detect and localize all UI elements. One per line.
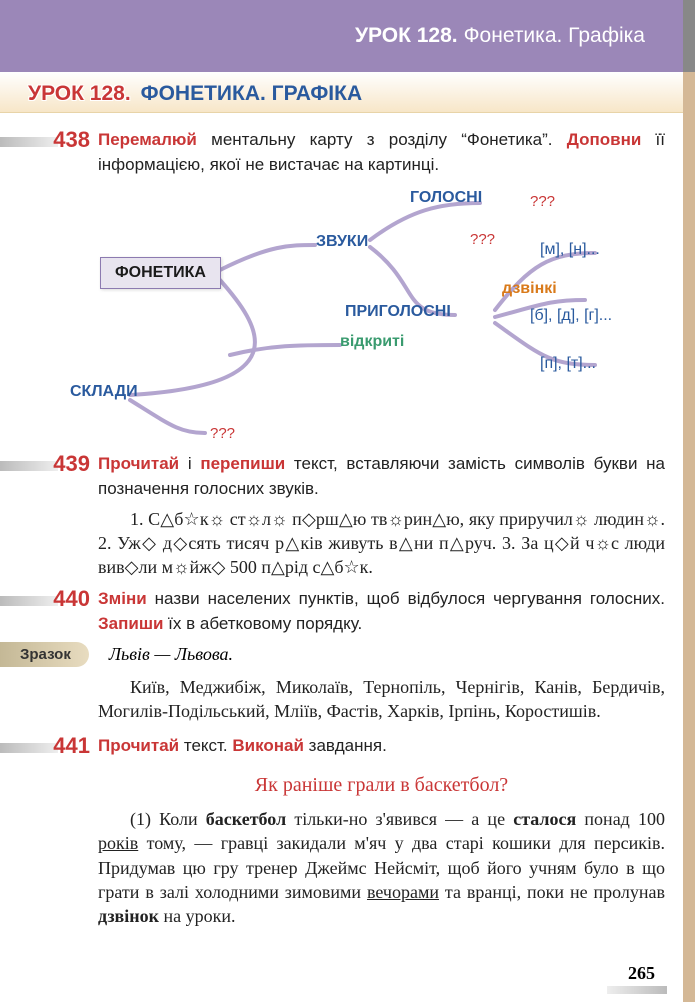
story-title: Як раніше грали в баскетбол? xyxy=(98,772,665,799)
mind-map: ФОНЕТИКА ЗВУКИ СКЛАДИ ГОЛОСНІ ПРИГОЛОСНІ… xyxy=(40,185,665,445)
lesson-title: УРОК 128. ФОНЕТИКА. ГРАФІКА xyxy=(0,72,695,113)
exercise-number: 438 xyxy=(53,127,90,153)
q2: ??? xyxy=(470,231,495,248)
gutter: 440 xyxy=(0,586,98,636)
gutter: 441 xyxy=(0,733,98,928)
content: 438 Перемалюй ментальну карту з розділу … xyxy=(0,113,695,929)
leaf-pt: [п], [т]... xyxy=(540,355,596,373)
t: завдання. xyxy=(304,736,387,755)
node-vidkryti: відкриті xyxy=(340,333,404,351)
ex439-text: 1. С△б☆к☼ ст☼л☼ п◇рш△ю тв☼рин△ю, яку при… xyxy=(98,507,665,580)
exercise-body: Прочитай текст. Виконай завдання. Як ран… xyxy=(98,733,665,928)
bold: сталося xyxy=(513,809,576,829)
t: назви населених пунктів, щоб відбулося ч… xyxy=(147,589,665,608)
t: їх в абетковому порядку. xyxy=(163,614,362,633)
lesson-title-blue: ФОНЕТИКА. ГРАФІКА xyxy=(141,82,362,106)
kw: Прочитай xyxy=(98,736,179,755)
t: текст. xyxy=(179,736,232,755)
exercise-body: Прочитай і перепиши текст, вставляючи за… xyxy=(98,451,665,580)
exercise-number: 439 xyxy=(53,451,90,477)
ul: вечорами xyxy=(367,882,439,902)
t: тільки-но з'явився — а це xyxy=(286,809,513,829)
sample-label: Зразок xyxy=(0,642,89,667)
exercise-440: 440 Зміни назви населених пунктів, щоб в… xyxy=(0,586,665,636)
page-bar xyxy=(607,986,667,994)
kw: Прочитай xyxy=(98,454,179,473)
gutter-bar xyxy=(0,596,58,606)
gutter-bar xyxy=(0,743,58,753)
exercise-number: 441 xyxy=(53,733,90,759)
exercise-number: 440 xyxy=(53,586,90,612)
bold: баскетбол xyxy=(206,809,286,829)
gutter: 438 xyxy=(0,127,98,177)
ul: років xyxy=(98,833,138,853)
node-golosni: ГОЛОСНІ xyxy=(410,189,482,207)
lesson-title-red: УРОК 128. xyxy=(28,82,131,106)
page-number: 265 xyxy=(628,963,655,984)
leaf-mn: [м], [н]... xyxy=(540,241,600,259)
node-dzvinki: дзвінкі xyxy=(502,280,557,298)
header-strong: УРОК 128. xyxy=(355,24,458,48)
t: та вранці, поки не пролунав xyxy=(439,882,665,902)
kw: Доповни xyxy=(567,130,642,149)
t: понад 100 xyxy=(576,809,665,829)
t: на уроки. xyxy=(159,906,236,926)
sample-row: Зразок Львів — Львова. xyxy=(0,642,665,667)
exercise-body: Зміни назви населених пунктів, щоб відбу… xyxy=(98,586,665,636)
gutter-bar xyxy=(0,137,58,147)
side-tan-bar xyxy=(683,72,695,1002)
story-p1: (1) Коли баскетбол тільки-но з'явився — … xyxy=(98,807,665,928)
kw: Перемалюй xyxy=(98,130,197,149)
ex440-cities: Київ, Меджибіж, Миколаїв, Тернопіль, Чер… xyxy=(98,675,665,724)
exercise-body: Перемалюй ментальну карту з розділу “Фон… xyxy=(98,127,665,177)
exercise-438: 438 Перемалюй ментальну карту з розділу … xyxy=(0,127,665,177)
kw: перепиши xyxy=(200,454,285,473)
kw: Виконай xyxy=(232,736,304,755)
gutter-bar xyxy=(0,461,58,471)
bold: дзвінок xyxy=(98,906,159,926)
exercise-439: 439 Прочитай і перепиши текст, вставляюч… xyxy=(0,451,665,580)
leaf-bdg: [б], [д], [г]... xyxy=(530,307,612,325)
node-zvuky: ЗВУКИ xyxy=(316,233,368,251)
q3: ??? xyxy=(210,425,235,442)
t: (1) Коли xyxy=(130,809,206,829)
exercise-441: 441 Прочитай текст. Виконай завдання. Як… xyxy=(0,733,665,928)
sample-text: Львів — Львова. xyxy=(109,644,233,665)
header-light: Фонетика. Графіка xyxy=(464,24,645,48)
gutter: 439 xyxy=(0,451,98,580)
kw: Запиши xyxy=(98,614,163,633)
kw: Зміни xyxy=(98,589,147,608)
q1: ??? xyxy=(530,193,555,210)
page-header: УРОК 128. Фонетика. Графіка xyxy=(0,0,695,72)
node-sklady: СКЛАДИ xyxy=(70,383,138,401)
t: і xyxy=(179,454,200,473)
side-grey-bar xyxy=(683,0,695,72)
node-prygol: ПРИГОЛОСНІ xyxy=(345,303,451,321)
t: ментальну карту з розділу “Фонетика”. xyxy=(197,130,567,149)
node-root: ФОНЕТИКА xyxy=(100,257,221,289)
